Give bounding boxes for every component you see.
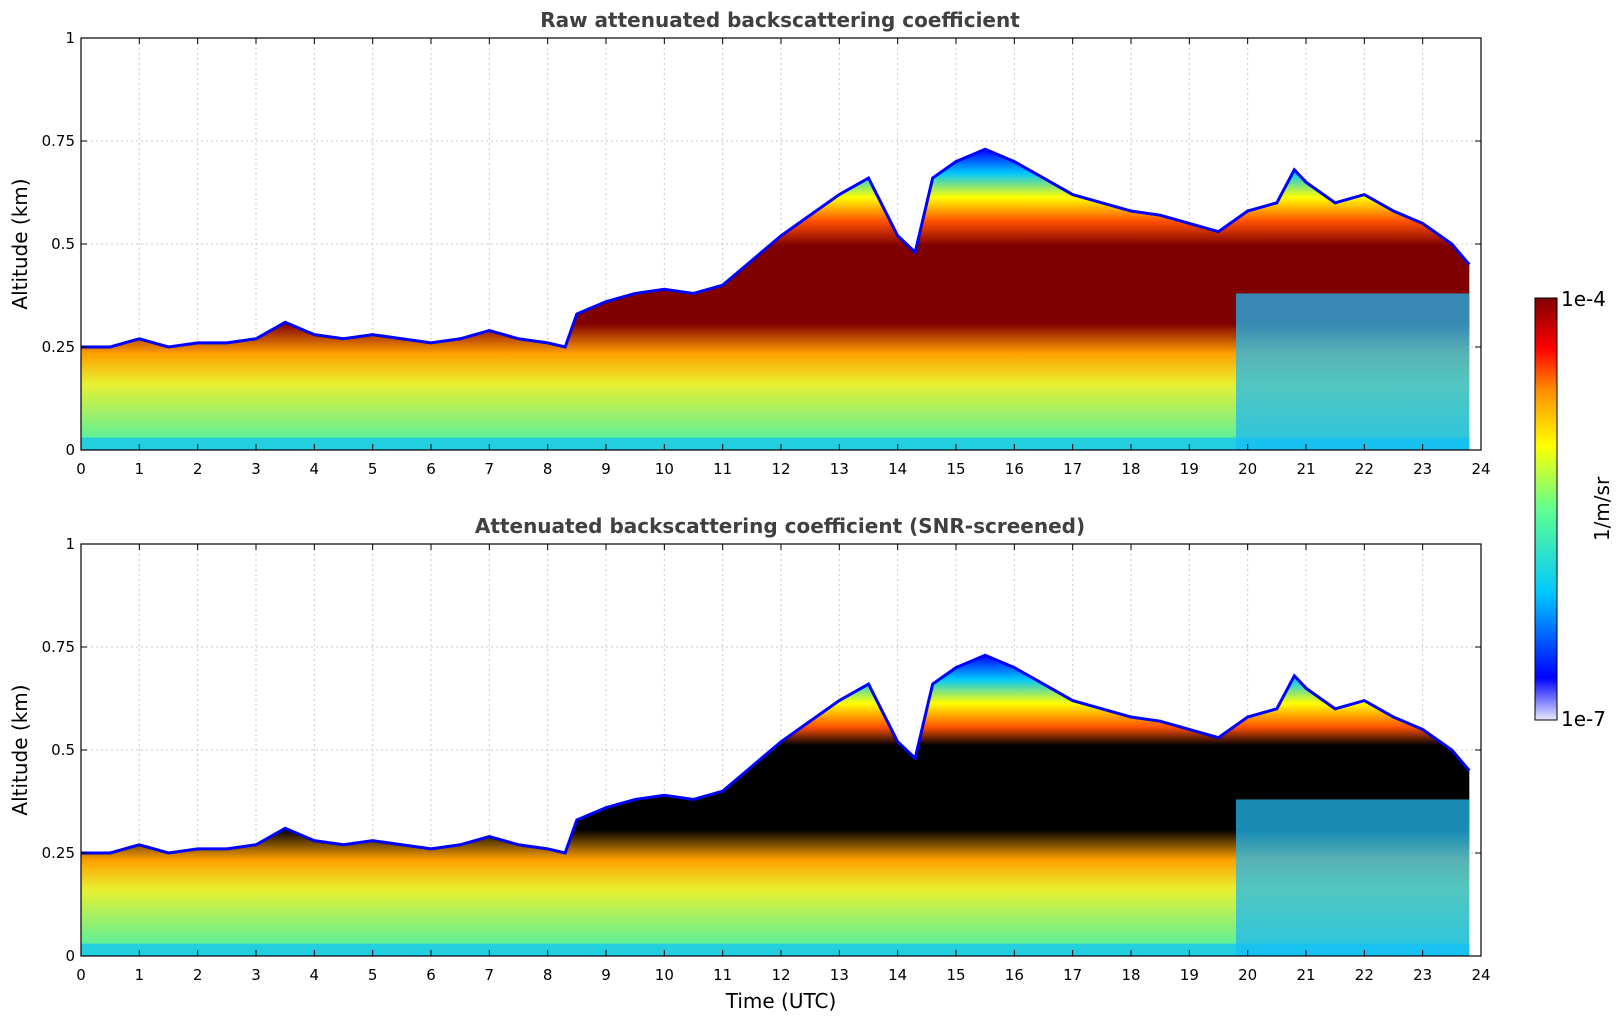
x-tick-label: 12 — [771, 966, 790, 984]
surface-strip — [81, 437, 1470, 450]
x-tick-label: 10 — [655, 460, 674, 478]
x-tick-label: 8 — [543, 966, 553, 984]
layer-top-edge — [81, 147, 1471, 349]
x-tick-label: 21 — [1296, 966, 1315, 984]
x-tick-label: 24 — [1471, 966, 1490, 984]
y-tick-label: 0.25 — [42, 338, 75, 356]
colorbar-max-label: 1e-4 — [1561, 287, 1606, 311]
y-tick-label: 0 — [65, 441, 75, 459]
panel-screened-yticks: 0 0.25 0.5 0.75 1 — [42, 535, 1481, 965]
panel-raw-xticks: 0 1 2 3 4 5 6 7 8 9 10 11 12 13 14 15 16 17 18 19 20 21 22 23 24 — [76, 38, 1491, 478]
x-tick-label: 15 — [946, 966, 965, 984]
surface-strip — [81, 943, 1470, 956]
x-tick-label: 19 — [1180, 966, 1199, 984]
x-tick-label: 18 — [1121, 966, 1140, 984]
x-tick-label: 13 — [830, 966, 849, 984]
x-tick-label: 3 — [251, 966, 261, 984]
x-tick-label: 23 — [1413, 460, 1432, 478]
x-tick-label: 22 — [1355, 966, 1374, 984]
x-tick-label: 14 — [888, 460, 907, 478]
panel-screened-ylabel: Altitude (km) — [8, 684, 32, 815]
y-tick-label: 1 — [65, 29, 75, 47]
y-tick-label: 0 — [65, 947, 75, 965]
x-tick-label: 11 — [713, 460, 732, 478]
y-tick-label: 0.75 — [42, 132, 75, 150]
x-tick-label: 9 — [601, 966, 611, 984]
x-tick-label: 23 — [1413, 966, 1432, 984]
x-tick-label: 20 — [1238, 966, 1257, 984]
x-tick-label: 16 — [1005, 966, 1024, 984]
layer-field — [81, 149, 1470, 450]
x-tick-label: 7 — [485, 460, 495, 478]
y-tick-label: 0.5 — [51, 741, 75, 759]
y-tick-label: 0.5 — [51, 235, 75, 253]
colorbar-gradient — [1534, 297, 1558, 721]
x-tick-label: 20 — [1238, 460, 1257, 478]
x-tick-label: 17 — [1063, 460, 1082, 478]
panel-raw: Raw attenuated backscattering coefficien… — [8, 8, 1491, 478]
x-tick-label: 0 — [76, 460, 86, 478]
x-tick-label: 17 — [1063, 966, 1082, 984]
panel-raw-title: Raw attenuated backscattering coefficien… — [540, 8, 1020, 32]
x-tick-label: 0 — [76, 966, 86, 984]
x-tick-label: 19 — [1180, 460, 1199, 478]
panel-screened-xlabel: Time (UTC) — [725, 989, 837, 1013]
layer-top-edge — [81, 653, 1471, 855]
x-tick-label: 13 — [830, 460, 849, 478]
x-tick-label: 1 — [135, 966, 145, 984]
x-tick-label: 24 — [1471, 460, 1490, 478]
colorbar-unit-label: 1/m/sr — [1590, 476, 1614, 541]
x-tick-label: 14 — [888, 966, 907, 984]
x-tick-label: 4 — [310, 460, 320, 478]
x-tick-label: 2 — [193, 460, 203, 478]
panel-raw-yticks: 0 0.25 0.5 0.75 1 — [42, 29, 1481, 459]
x-tick-label: 7 — [485, 966, 495, 984]
x-tick-label: 5 — [368, 460, 378, 478]
x-tick-label: 15 — [946, 460, 965, 478]
x-tick-label: 6 — [426, 460, 436, 478]
x-tick-label: 11 — [713, 966, 732, 984]
y-tick-label: 1 — [65, 535, 75, 553]
x-tick-label: 12 — [771, 460, 790, 478]
colorbar-min-label: 1e-7 — [1561, 707, 1606, 731]
panel-screened-xticks: 0 1 2 3 4 5 6 7 8 9 10 11 12 13 14 15 16 17 18 19 20 21 22 23 24 — [76, 544, 1491, 984]
x-tick-label: 18 — [1121, 460, 1140, 478]
x-tick-label: 21 — [1296, 460, 1315, 478]
y-tick-label: 0.75 — [42, 638, 75, 656]
panel-raw-ylabel: Altitude (km) — [8, 178, 32, 309]
x-tick-label: 6 — [426, 966, 436, 984]
layer-field — [81, 655, 1470, 956]
x-tick-label: 8 — [543, 460, 553, 478]
y-tick-label: 0.25 — [42, 844, 75, 862]
x-tick-label: 4 — [310, 966, 320, 984]
colorbar: 1e-4 1e-7 1/m/sr — [1534, 287, 1614, 731]
x-tick-label: 2 — [193, 966, 203, 984]
clear-region — [1236, 293, 1470, 450]
x-tick-label: 22 — [1355, 460, 1374, 478]
x-tick-label: 5 — [368, 966, 378, 984]
x-tick-label: 9 — [601, 460, 611, 478]
panel-raw-field — [81, 147, 1471, 450]
x-tick-label: 10 — [655, 966, 674, 984]
x-tick-label: 16 — [1005, 460, 1024, 478]
x-tick-label: 3 — [251, 460, 261, 478]
clear-region — [1236, 799, 1470, 956]
x-tick-label: 1 — [135, 460, 145, 478]
panel-screened-title: Attenuated backscattering coefficient (S… — [475, 514, 1085, 538]
panel-screened-field — [81, 653, 1471, 956]
panel-screened: Attenuated backscattering coefficient (S… — [8, 514, 1491, 1013]
